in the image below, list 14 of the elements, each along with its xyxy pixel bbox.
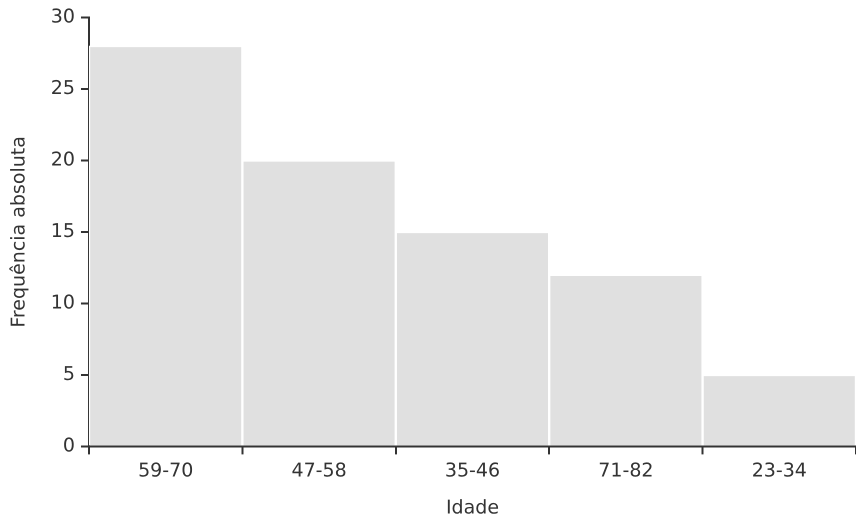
y-tick-label: 10 — [50, 291, 75, 314]
x-tick-label: 35-46 — [444, 460, 500, 482]
x-tick-label: 59-70 — [138, 460, 194, 482]
y-tick-label: 15 — [50, 220, 75, 242]
y-tick-label: 0 — [62, 434, 75, 456]
y-tick-label: 20 — [50, 148, 75, 170]
y-axis-title: Frequência absoluta — [7, 136, 30, 328]
x-axis-title: Idade — [446, 496, 500, 519]
y-tick-label: 5 — [62, 362, 75, 385]
x-tick-label: 23-34 — [752, 460, 807, 482]
y-tick-label: 25 — [50, 76, 75, 99]
x-tick-label: 71-82 — [598, 460, 654, 482]
y-tick-label: 30 — [50, 5, 75, 28]
x-tick-label: 47-58 — [291, 460, 347, 482]
